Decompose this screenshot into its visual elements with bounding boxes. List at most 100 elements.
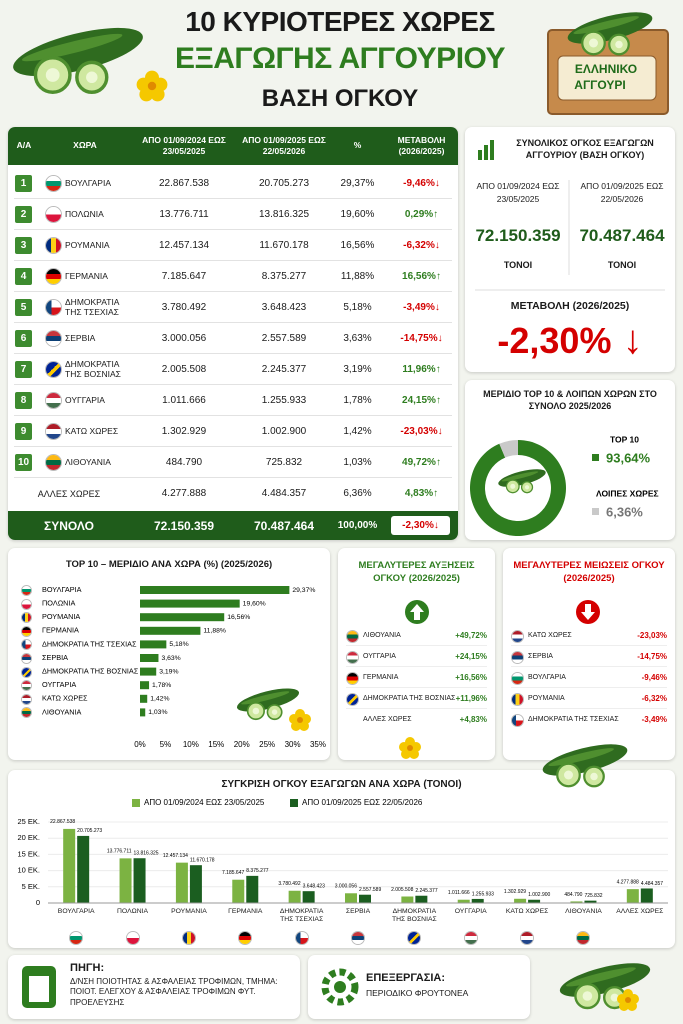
period-unit: ΤΟΝΟΙ — [607, 260, 637, 270]
change-cell: -6,32% — [385, 230, 458, 261]
column-header: ΑΠΟ 01/09/2024 ΕΩΣ 23/05/2025 — [142, 134, 226, 156]
column-header: ΑΠΟ 01/09/2025 ΕΩΣ 22/05/2026 — [242, 134, 326, 156]
item-separator — [511, 645, 667, 646]
flag — [46, 269, 61, 284]
value-cell: 484.790 — [165, 457, 203, 468]
period-label: ΑΠΟ 01/09/2024 ΕΩΣ 23/05/2025 — [476, 181, 560, 204]
country: ΟΥΓΓΑΡΙΑ — [65, 394, 105, 405]
item-separator — [511, 687, 667, 688]
share-cell: 16,56% — [340, 240, 375, 251]
row-separator — [14, 415, 452, 416]
processing-label: ΕΠΕΞΕΡΓΑΣΙΑ: — [366, 972, 445, 984]
item-separator — [511, 666, 667, 667]
row-separator — [14, 260, 452, 261]
rank-badge: 7 — [15, 361, 32, 378]
x-tick-label: ΓΕΡΜΑΝΙΑ — [228, 908, 263, 915]
change-cell: -14,75% — [385, 323, 458, 354]
country: ΠΟΛΩΝΙΑ — [65, 208, 104, 219]
row-separator — [14, 198, 452, 199]
item-change: +4,83% — [459, 715, 487, 724]
flag — [521, 932, 534, 944]
increases-panel — [338, 548, 495, 760]
total-value: 72.150.359 — [153, 518, 215, 533]
value-cell: 3.000.056 — [161, 333, 207, 344]
flag — [126, 932, 139, 944]
item-separator — [346, 666, 487, 667]
flag — [22, 640, 31, 650]
flower-illustration — [617, 989, 639, 1011]
country: ΒΟΥΛΓΑΡΙΑ — [65, 177, 111, 188]
change-value: -2,30% — [466, 318, 674, 363]
row-separator — [14, 353, 452, 354]
column-header: ΜΕΤΑΒΟΛΗ (2026/2025) — [397, 134, 446, 156]
flag — [512, 631, 523, 642]
x-tick-label: ΡΟΥΜΑΝΙΑ — [171, 908, 207, 915]
value-cell: 13.776.711 — [159, 209, 209, 220]
rank-badge: 6 — [15, 330, 32, 347]
item-separator — [511, 708, 667, 709]
row-separator — [14, 477, 452, 478]
value-cell: 1.011.666 — [162, 395, 206, 406]
value-cell: 13.816.325 — [258, 209, 310, 220]
item-change: +24,15% — [455, 652, 487, 661]
x-tick-label: ΛΙΘΟΥΑΝΙΑ — [565, 908, 602, 915]
x-tick-label: ΠΟΛΩΝΙΑ — [117, 908, 149, 915]
source-panel — [8, 955, 300, 1019]
country: ΓΕΡΜΑΝΙΑ — [65, 270, 108, 281]
share-cell: 3,19% — [343, 364, 372, 375]
flag — [512, 694, 523, 705]
change-cell: -23,03% — [385, 416, 458, 447]
rank-badge: 4 — [15, 268, 32, 285]
period-value: 72.150.359 — [475, 226, 561, 245]
item-name: ΡΟΥΜΑΝΙΑ — [528, 695, 565, 702]
badge-text: ΑΓΓΟΥΡΙ — [574, 78, 626, 92]
item-name: ΒΟΥΛΓΑΡΙΑ — [528, 674, 566, 681]
country: ΡΟΥΜΑΝΙΑ — [65, 239, 110, 250]
flag — [22, 681, 31, 691]
change-label: ΜΕΤΑΒΟΛΗ (2026/2025) — [510, 300, 630, 312]
value-cell: 2.557.589 — [261, 333, 307, 344]
item-name: ΟΥΓΓΑΡΙΑ — [363, 653, 396, 660]
flag — [22, 586, 31, 595]
row-separator — [14, 384, 452, 385]
country: ΚΑΤΩ ΧΩΡΕΣ — [65, 425, 119, 436]
row-separator — [14, 322, 452, 323]
flag — [512, 715, 523, 726]
flag — [512, 673, 523, 684]
flag — [408, 932, 421, 944]
change-cell: 49,72% — [385, 447, 458, 478]
x-tick-label: ΟΥΓΓΑΡΙΑ — [454, 908, 487, 915]
value-cell: 20.705.273 — [258, 178, 310, 189]
flag — [22, 599, 31, 609]
column-header: % — [353, 140, 362, 151]
value-cell: 3.648.423 — [261, 302, 307, 313]
item-change: +11,96% — [455, 694, 487, 703]
processing-panel — [308, 955, 530, 1019]
country: ΛΙΘΟΥΑΝΙΑ — [65, 456, 111, 467]
table-panel — [8, 127, 458, 540]
column-header: Α/Α — [16, 140, 32, 151]
value-cell: 22.867.538 — [158, 178, 210, 189]
flag — [347, 694, 358, 705]
flag — [46, 424, 61, 439]
flag — [22, 613, 31, 623]
item-change: -9,46% — [641, 673, 667, 682]
value-cell: 7.185.647 — [161, 271, 207, 282]
subtitle: ΒΑΣΗ ΟΓΚΟΥ — [261, 85, 419, 112]
change-cell: 0,29% — [385, 199, 458, 230]
flag — [577, 932, 590, 944]
x-tick-label: ΚΑΤΩ ΧΩΡΕΣ — [505, 908, 549, 915]
flag — [347, 652, 358, 663]
panel-title: ΜΕΓΑΛΥΤΕΡΕΣ ΑΥΞΗΣΕΙΣ ΟΓΚΟΥ (2026/2025) — [358, 560, 475, 584]
flag — [512, 652, 523, 663]
total-share: 100,00% — [337, 520, 378, 531]
value-cell: 1.302.929 — [161, 426, 207, 437]
share-cell: 6,36% — [343, 488, 372, 499]
value-cell: 1.002.900 — [261, 426, 307, 437]
rank-badge: 3 — [15, 237, 32, 254]
value-cell: 11.670.178 — [259, 240, 309, 251]
flag — [46, 362, 61, 377]
flag — [22, 694, 31, 704]
value-cell: 3.780.492 — [161, 302, 207, 313]
